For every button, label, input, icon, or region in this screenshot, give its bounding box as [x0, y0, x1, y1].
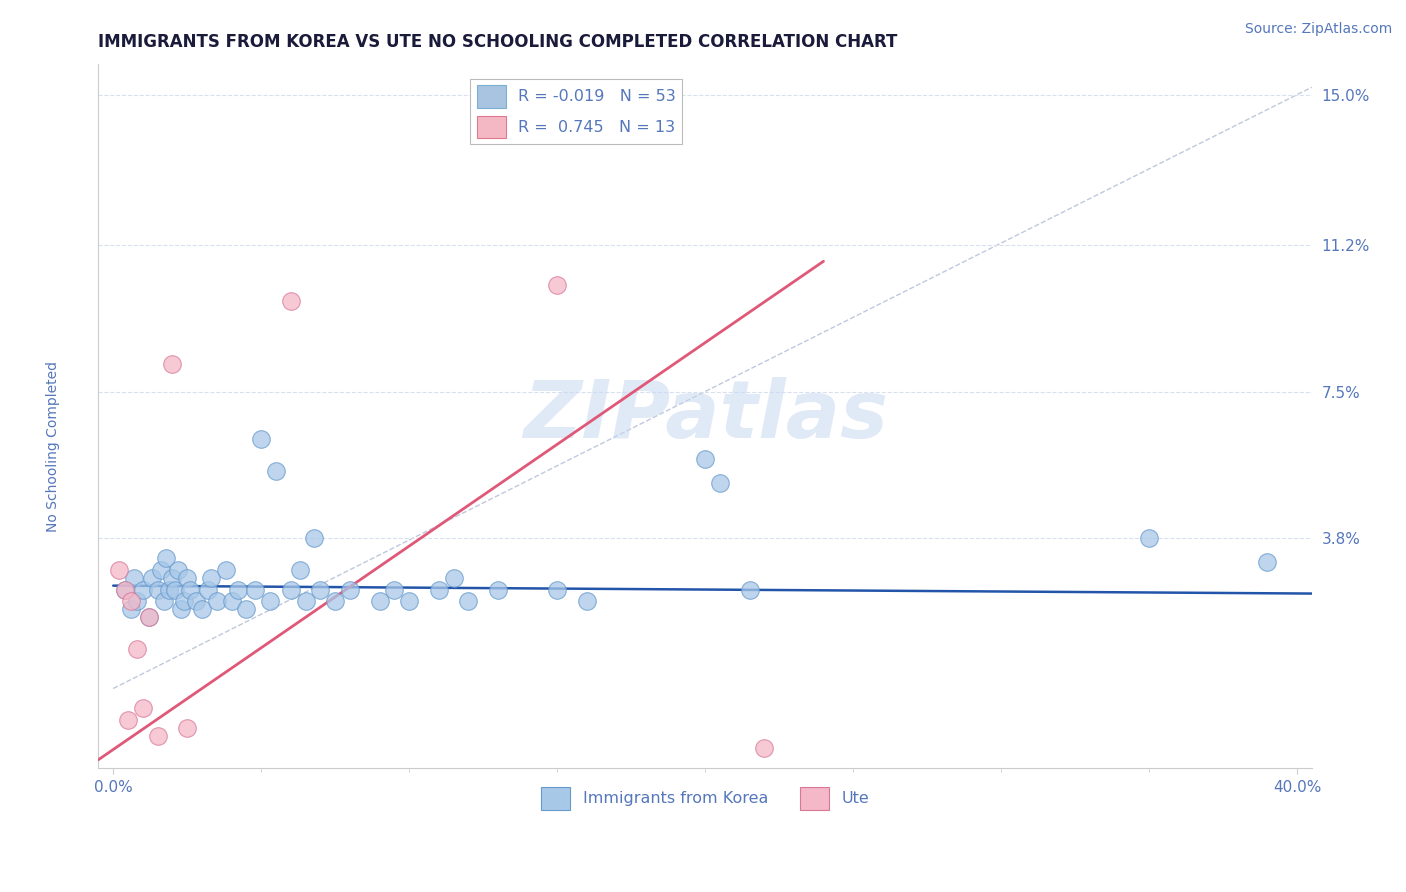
Point [120, 594, 142, 608]
Point [184, 594, 207, 608]
Point [165, 582, 187, 597]
Point [162, 357, 184, 371]
Point [280, 582, 302, 597]
Point [427, 582, 450, 597]
Point [117, 713, 139, 727]
Point [226, 582, 249, 597]
Point [159, 582, 181, 597]
Point [1256, 555, 1278, 569]
Point [294, 594, 316, 608]
Point [304, 531, 326, 545]
Point [141, 571, 163, 585]
Point [250, 432, 273, 446]
Point [173, 594, 195, 608]
Point [546, 582, 568, 597]
Point [176, 721, 198, 735]
Point [191, 602, 214, 616]
Point [200, 571, 222, 585]
Point [264, 464, 287, 478]
Point [575, 594, 598, 608]
Text: Source: ZipAtlas.com: Source: ZipAtlas.com [1244, 22, 1392, 37]
Point [323, 594, 346, 608]
Point [486, 582, 509, 597]
Point [138, 610, 160, 624]
Point [162, 571, 184, 585]
Point [443, 571, 465, 585]
Point [235, 602, 257, 616]
Point [546, 278, 568, 293]
Point [205, 594, 228, 608]
Point [339, 582, 361, 597]
Point [146, 582, 169, 597]
Point [245, 582, 267, 597]
Point [122, 571, 145, 585]
Point [120, 602, 142, 616]
Point [138, 610, 160, 624]
Point [132, 701, 155, 715]
Point [170, 602, 193, 616]
Point [398, 594, 420, 608]
Point [176, 571, 198, 585]
Point [709, 475, 731, 490]
Point [152, 594, 174, 608]
Point [125, 642, 148, 657]
Point [132, 582, 155, 597]
Point [179, 582, 201, 597]
Point [259, 594, 281, 608]
Point [114, 582, 136, 597]
Point [309, 582, 332, 597]
Point [146, 729, 169, 743]
Point [754, 740, 776, 755]
Point [288, 563, 311, 577]
Point [221, 594, 243, 608]
Text: ZIPatlas: ZIPatlas [523, 376, 887, 455]
Point [457, 594, 479, 608]
Point [1137, 531, 1160, 545]
Point [114, 582, 136, 597]
Text: No Schooling Completed: No Schooling Completed [46, 360, 60, 532]
Point [368, 594, 391, 608]
Legend: Immigrants from Korea, Ute: Immigrants from Korea, Ute [534, 780, 876, 816]
Point [280, 293, 302, 308]
Point [125, 594, 148, 608]
Point [382, 582, 405, 597]
Text: IMMIGRANTS FROM KOREA VS UTE NO SCHOOLING COMPLETED CORRELATION CHART: IMMIGRANTS FROM KOREA VS UTE NO SCHOOLIN… [98, 33, 898, 51]
Point [108, 563, 131, 577]
Point [197, 582, 219, 597]
Point [149, 563, 172, 577]
Point [738, 582, 761, 597]
Point [167, 563, 190, 577]
Point [215, 563, 238, 577]
Point [155, 551, 177, 566]
Point [695, 452, 717, 467]
